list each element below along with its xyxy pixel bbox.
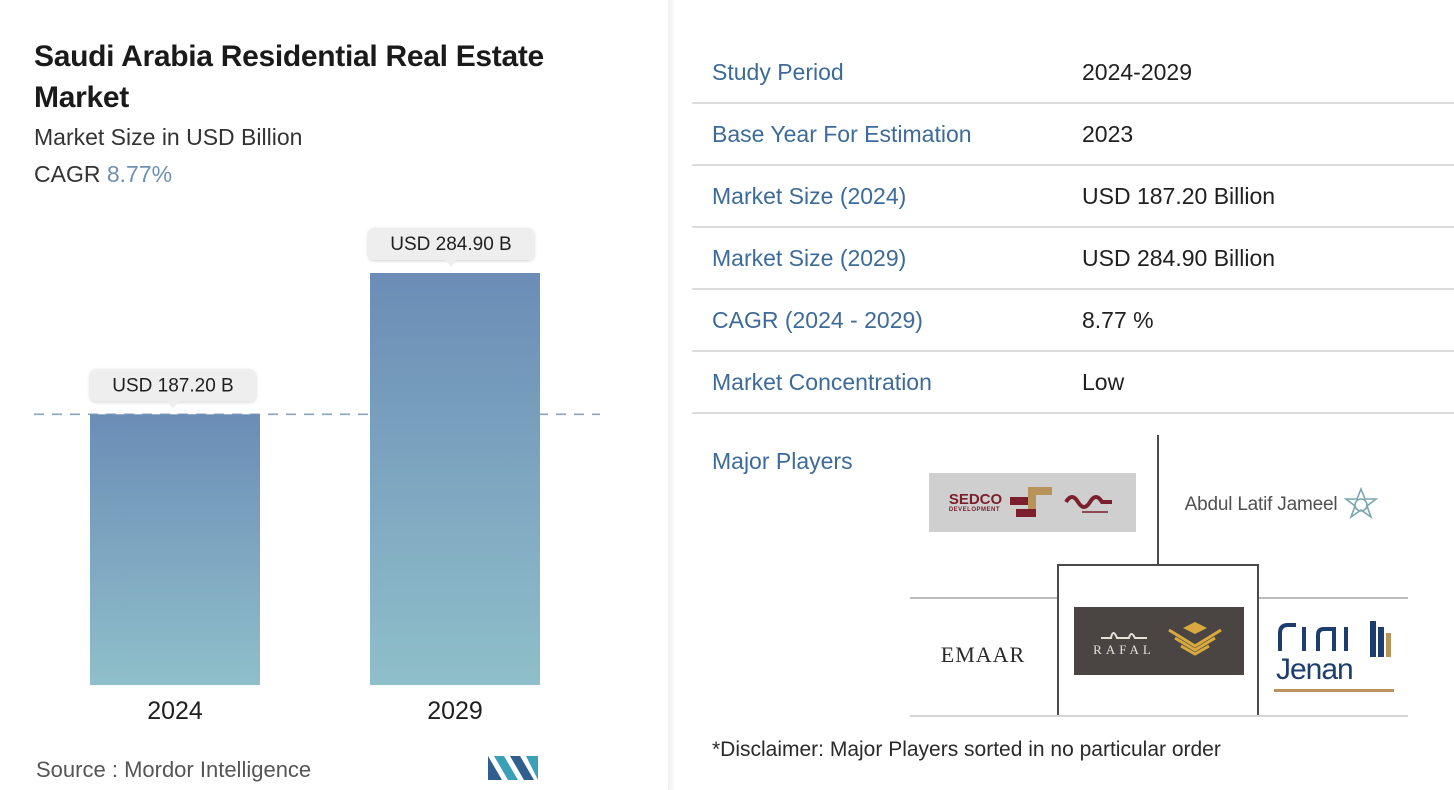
chart-subtitle: Market Size in USD Billion — [34, 124, 303, 150]
rafal-logo-text: RAFAL — [1093, 642, 1155, 657]
abdul-latif-jameel-logo: Abdul Latif Jameel — [1172, 480, 1392, 530]
jenan-logo: Jenan — [1272, 615, 1396, 695]
chart-panel: Saudi Arabia Residential Real Estate Mar… — [0, 0, 672, 790]
summary-row: Market Size (2024) USD 187.20 Billion — [692, 166, 1454, 228]
bar-chart: USD 187.20 B 2024 USD 284.90 B 2029 — [34, 228, 600, 725]
major-players-grid: SEDCO DEVELOPMENT Abdul Latif Jameel — [910, 435, 1408, 717]
jenan-arabic-mark-icon — [1278, 621, 1391, 657]
rafal-chevron-icon — [1168, 622, 1222, 656]
grid-line — [1057, 564, 1258, 566]
data-label-2029: USD 284.90 B — [368, 228, 534, 267]
sedco-logo: SEDCO DEVELOPMENT — [929, 473, 1136, 532]
summary-row: Market Concentration Low — [692, 352, 1454, 414]
sedco-logo-text: SEDCO — [948, 491, 1003, 508]
emaar-logo: EMAAR — [924, 633, 1042, 677]
summary-row-value: 2023 — [1082, 121, 1134, 147]
panel-divider — [668, 0, 674, 790]
jenan-logo-text: Jenan — [1276, 653, 1354, 686]
summary-table: Study Period 2024-2029 Base Year For Estim… — [692, 42, 1454, 414]
bar-2029 — [370, 273, 540, 685]
mordor-intelligence-logo-icon — [488, 756, 538, 780]
summary-row-value: USD 284.90 Billion — [1082, 245, 1276, 271]
data-label-text: USD 284.90 B — [390, 234, 511, 255]
page-title: Saudi Arabia Residential Real Estate Mar… — [34, 40, 544, 114]
summary-row: CAGR (2024 - 2029) 8.77 % — [692, 290, 1454, 352]
summary-row-label: Market Size (2029) — [712, 245, 907, 271]
sedco-arabic-mark-icon — [1064, 494, 1113, 513]
data-label-2024: USD 187.20 B — [90, 369, 256, 409]
grid-line — [910, 597, 1057, 599]
bar-2024 — [90, 414, 260, 685]
summary-row-label: CAGR (2024 - 2029) — [712, 307, 923, 333]
alj-star-icon — [1344, 487, 1379, 520]
major-players-label: Major Players — [712, 448, 853, 474]
grid-line — [1258, 597, 1408, 599]
summary-row: Study Period 2024-2029 — [692, 42, 1454, 104]
cagr-value: 8.77% — [106, 161, 173, 187]
grid-line — [1157, 435, 1159, 566]
summary-row-value: Low — [1082, 369, 1125, 395]
grid-line — [1257, 564, 1259, 717]
emaar-logo-text: EMAAR — [940, 642, 1026, 667]
abdul-latif-jameel-logo-text: Abdul Latif Jameel — [1184, 494, 1338, 515]
x-tick-label-2029: 2029 — [427, 697, 483, 725]
rafal-arabic-mark-icon — [1101, 632, 1147, 639]
data-label-text: USD 187.20 B — [112, 375, 233, 396]
sedco-logo-subtext: DEVELOPMENT — [948, 507, 1000, 513]
cagr-label: CAGR — [34, 161, 101, 187]
summary-row: Market Size (2029) USD 284.90 Billion — [692, 228, 1454, 290]
summary-row-value: 8.77 % — [1082, 307, 1154, 333]
summary-row-value: 2024-2029 — [1082, 59, 1192, 85]
summary-row-label: Study Period — [712, 59, 844, 85]
grid-line — [910, 715, 1408, 717]
summary-row: Base Year For Estimation 2023 — [692, 104, 1454, 166]
jenan-underline — [1274, 689, 1394, 692]
summary-row-label: Market Concentration — [712, 369, 932, 395]
summary-row-label: Market Size (2024) — [712, 183, 907, 209]
source-label: Source : — [36, 757, 118, 782]
summary-row-value: USD 187.20 Billion — [1082, 183, 1276, 209]
sedco-mark-icon — [1010, 486, 1053, 517]
summary-row-label: Base Year For Estimation — [712, 121, 972, 147]
source-name: Mordor Intelligence — [124, 757, 312, 782]
rafal-logo: RAFAL — [1074, 607, 1244, 675]
grid-line — [1057, 564, 1059, 717]
x-tick-label-2024: 2024 — [147, 697, 203, 725]
cagr-summary: CAGR 8.77% — [34, 161, 172, 188]
disclaimer-note: *Disclaimer: Major Players sorted in no … — [712, 738, 1221, 761]
source-note: Source : Mordor Intelligence — [36, 757, 311, 783]
